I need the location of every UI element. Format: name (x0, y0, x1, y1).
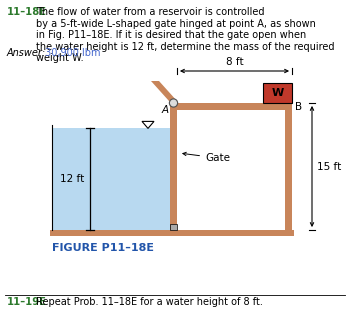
Circle shape (169, 99, 177, 107)
Polygon shape (50, 230, 294, 236)
Polygon shape (170, 103, 177, 230)
Polygon shape (170, 224, 177, 230)
Polygon shape (151, 81, 177, 101)
Polygon shape (52, 128, 170, 230)
Text: A: A (162, 105, 169, 115)
Text: B: B (295, 101, 302, 112)
Polygon shape (170, 103, 292, 110)
Text: 8 ft: 8 ft (226, 57, 243, 67)
Text: Answer:: Answer: (7, 48, 46, 58)
Text: 30,900 lbm: 30,900 lbm (42, 48, 100, 58)
Polygon shape (263, 83, 292, 103)
Text: Repeat Prob. 11–18E for a water height of 8 ft.: Repeat Prob. 11–18E for a water height o… (36, 297, 263, 307)
Polygon shape (285, 103, 292, 230)
Text: FIGURE P11–18E: FIGURE P11–18E (52, 243, 154, 253)
Text: W: W (271, 88, 284, 98)
Text: 12 ft: 12 ft (60, 174, 84, 184)
Text: 11–18E: 11–18E (7, 7, 47, 17)
Text: The flow of water from a reservoir is controlled
by a 5-ft-wide L-shaped gate hi: The flow of water from a reservoir is co… (36, 7, 335, 63)
Circle shape (171, 100, 176, 106)
Text: 11–19E: 11–19E (7, 297, 47, 307)
Text: Gate: Gate (183, 152, 230, 163)
Text: 15 ft: 15 ft (317, 162, 341, 171)
